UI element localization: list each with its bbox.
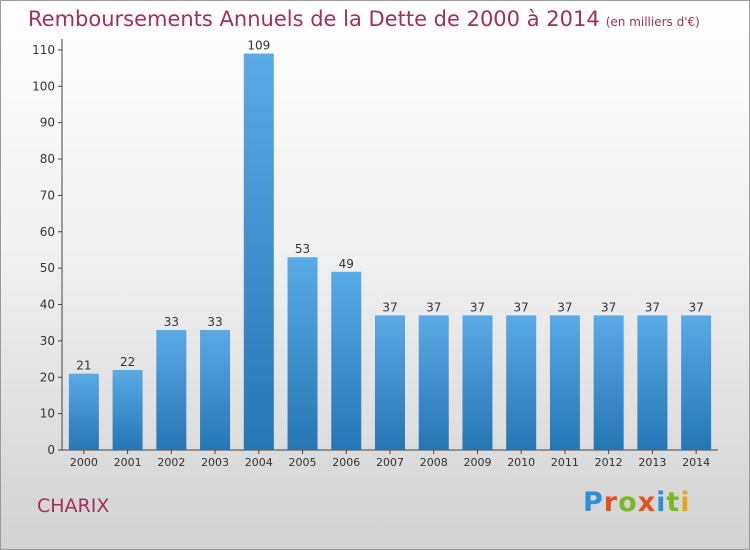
- axes: 0 10 20 30 40 50 60 70 80 90 100 110 2000 2001 2002 200…: [32, 39, 718, 469]
- data-label: 109: [247, 39, 270, 53]
- x-tick-label: 2013: [638, 456, 666, 469]
- y-tick-label: 50: [40, 261, 55, 275]
- bar: [549, 315, 580, 450]
- bar: [243, 53, 274, 450]
- data-label: 22: [120, 355, 135, 369]
- x-tick-label: 2014: [682, 456, 710, 469]
- x-tick-label: 2010: [507, 456, 535, 469]
- bar: [593, 315, 624, 450]
- data-label: 49: [339, 257, 354, 271]
- y-tick-label: 80: [40, 152, 55, 166]
- data-label: 33: [164, 315, 179, 329]
- y-tick-label: 70: [40, 188, 55, 202]
- x-tick-label: 2002: [157, 456, 185, 469]
- data-label: 33: [207, 315, 222, 329]
- x-tick-label: 2006: [332, 456, 360, 469]
- y-tick-label: 40: [40, 298, 55, 312]
- bar: [200, 329, 231, 450]
- logo-letter: i: [680, 487, 691, 518]
- logo-letter: t: [666, 487, 681, 518]
- bar: [506, 315, 537, 450]
- data-label: 37: [601, 300, 616, 314]
- chart-subtitle: (en milliers d'€): [605, 15, 700, 29]
- data-label: 37: [470, 300, 485, 314]
- bars: 21 22 33 33 109 53 49 37 37 37 37 37 37 37 37: [68, 39, 712, 450]
- data-label: 37: [688, 300, 703, 314]
- x-tick-label: 2011: [551, 456, 579, 469]
- x-tick-label: 2009: [463, 456, 491, 469]
- x-tick-label: 2003: [201, 456, 229, 469]
- y-tick-label: 0: [47, 443, 55, 457]
- y-tick-label: 10: [40, 407, 55, 421]
- logo-letter: P: [583, 487, 604, 518]
- data-label: 21: [76, 359, 91, 373]
- bar: [462, 315, 493, 450]
- y-tick-label: 20: [40, 370, 55, 384]
- logo-letter: x: [637, 487, 657, 518]
- data-label: 37: [382, 300, 397, 314]
- data-label: 37: [514, 300, 529, 314]
- data-label: 37: [645, 300, 660, 314]
- bar: [112, 369, 143, 450]
- x-tick-label: 2005: [289, 456, 317, 469]
- bar: [637, 315, 668, 450]
- place-name: CHARIX: [37, 495, 110, 517]
- data-label: 37: [557, 300, 572, 314]
- bar: [681, 315, 712, 450]
- y-tick-label: 90: [40, 116, 55, 130]
- data-label: 53: [295, 242, 310, 256]
- x-tick-label: 2007: [376, 456, 404, 469]
- y-tick-label: 100: [32, 79, 55, 93]
- bar: [375, 315, 405, 450]
- x-tick-label: 2008: [420, 456, 448, 469]
- logo-letter: o: [618, 487, 638, 518]
- bar: [287, 257, 318, 450]
- y-tick-label: 60: [40, 225, 55, 239]
- y-tick-label: 110: [32, 43, 55, 57]
- bar: [331, 271, 362, 450]
- bar: [156, 329, 187, 450]
- logo-letter: r: [603, 487, 619, 518]
- data-label: 37: [426, 300, 441, 314]
- chart-title: Remboursements Annuels de la Dette de 20…: [28, 7, 700, 31]
- bar: [68, 373, 99, 450]
- x-tick-label: 2000: [70, 456, 98, 469]
- y-tick-label: 30: [40, 334, 55, 348]
- x-tick-label: 2001: [114, 456, 142, 469]
- bar: [418, 315, 449, 450]
- proxiti-logo: Proxiti: [583, 487, 691, 518]
- x-tick-label: 2004: [245, 456, 273, 469]
- x-tick-label: 2012: [595, 456, 623, 469]
- logo-letter: i: [656, 487, 667, 518]
